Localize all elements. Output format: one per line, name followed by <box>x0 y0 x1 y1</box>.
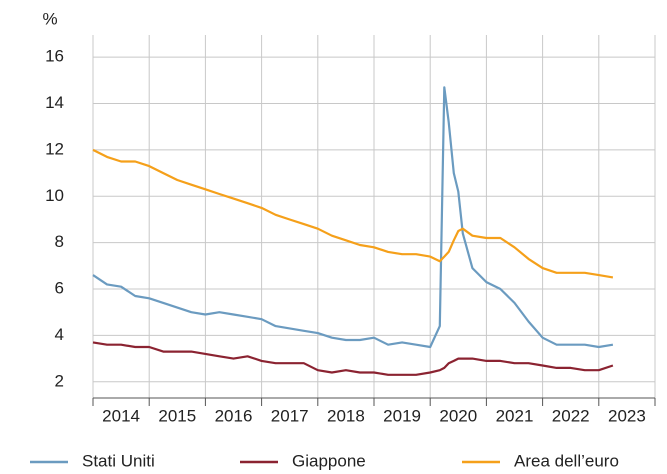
y-tick-label: 12 <box>45 139 64 158</box>
x-tick-label: 2016 <box>215 406 253 425</box>
legend-label: Area dell’euro <box>514 451 619 470</box>
y-tick-label: 4 <box>55 325 64 344</box>
x-tick-label: 2022 <box>552 406 590 425</box>
x-tick-label: 2017 <box>271 406 309 425</box>
x-tick-label: 2021 <box>496 406 534 425</box>
y-axis-label: % <box>42 9 57 28</box>
legend-label: Giappone <box>292 451 366 470</box>
line-series <box>92 86 614 349</box>
legend-label: Stati Uniti <box>82 451 155 470</box>
line-series <box>92 148 614 279</box>
line-series <box>92 341 614 376</box>
x-tick-label: 2020 <box>439 406 477 425</box>
x-tick-label: 2015 <box>158 406 196 425</box>
y-tick-label: 10 <box>45 186 64 205</box>
x-tick-label: 2014 <box>102 406 140 425</box>
x-tick-label: 2018 <box>327 406 365 425</box>
y-tick-label: 8 <box>55 232 64 251</box>
y-tick-label: 2 <box>55 371 64 390</box>
x-tick-label: 2023 <box>608 406 646 425</box>
y-tick-label: 14 <box>45 93 64 112</box>
y-tick-label: 6 <box>55 279 64 298</box>
x-tick-label: 2019 <box>383 406 421 425</box>
y-tick-label: 16 <box>45 47 64 66</box>
